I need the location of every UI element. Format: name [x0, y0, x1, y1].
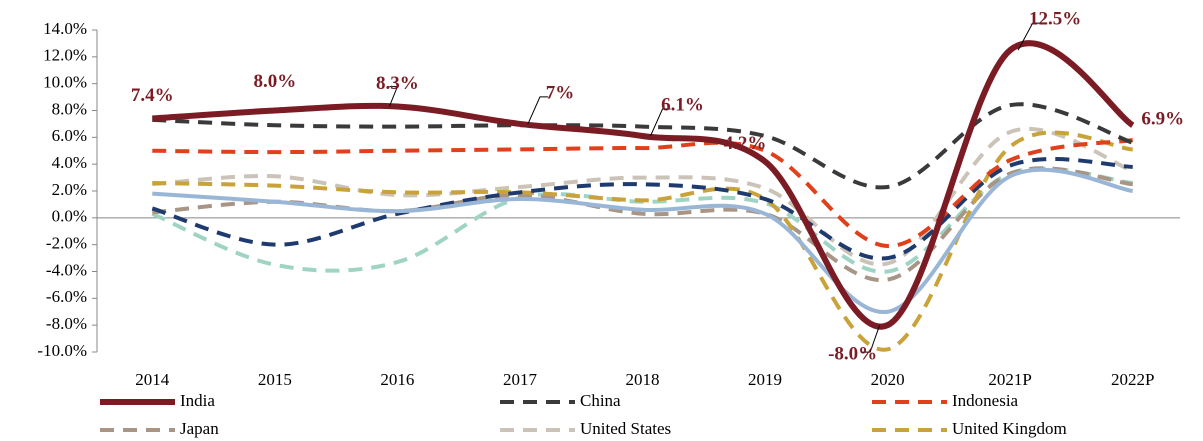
legend-label: Indonesia [952, 391, 1019, 410]
line-series [152, 40, 1135, 330]
leader-line [862, 325, 881, 353]
x-tick-label: 2019 [748, 370, 782, 389]
data-label: 6.9% [1141, 109, 1184, 130]
line-series [152, 102, 1134, 190]
legend-label: United States [580, 419, 671, 438]
line-series [152, 167, 1134, 314]
line-series [151, 166, 1133, 274]
x-tick-label: 2016 [380, 370, 414, 389]
legend-label: China [580, 391, 621, 410]
line-series [151, 157, 1133, 261]
data-label: 7% [546, 82, 575, 103]
y-tick-label: 14.0% [43, 19, 87, 38]
y-tick-label: 4.0% [52, 153, 87, 172]
legend-label: Japan [180, 419, 219, 438]
leader-line [527, 96, 548, 125]
y-tick-label: -10.0% [37, 341, 87, 360]
y-tick-label: -6.0% [46, 287, 87, 306]
y-tick-label: -8.0% [46, 314, 87, 333]
x-tick-label: 2017 [503, 370, 538, 389]
line-series [152, 138, 1134, 249]
x-tick-label: 2022P [1111, 370, 1154, 389]
data-label: 12.5% [1029, 8, 1081, 29]
y-tick-label: 12.0% [43, 46, 87, 65]
y-tick-label: 2.0% [52, 180, 87, 199]
legend-label: United Kingdom [952, 419, 1067, 438]
line-series [152, 127, 1134, 267]
data-label: -8.0% [828, 344, 877, 365]
data-label: 8.3% [376, 73, 419, 94]
y-tick-label: -2.0% [46, 234, 87, 253]
y-tick-label: -4.0% [46, 260, 87, 279]
line-series [152, 130, 1133, 352]
data-label: 4.2% [724, 133, 767, 154]
leader-line [388, 86, 399, 107]
data-label: 8.0% [253, 71, 296, 92]
leader-line [650, 108, 671, 137]
x-tick-label: 2014 [135, 370, 170, 389]
x-tick-label: 2018 [626, 370, 660, 389]
data-label: 6.1% [661, 94, 704, 115]
y-tick-label: 10.0% [43, 73, 87, 92]
leader-line [1017, 22, 1041, 51]
x-tick-label: 2015 [258, 370, 292, 389]
legend-label: India [180, 391, 215, 410]
y-tick-label: 8.0% [52, 99, 87, 118]
y-tick-label: 6.0% [52, 126, 87, 145]
y-tick-label: 0.0% [52, 207, 87, 226]
x-tick-label: 2021P [988, 370, 1031, 389]
data-label: 7.4% [131, 85, 174, 106]
x-tick-label: 2020 [871, 370, 905, 389]
